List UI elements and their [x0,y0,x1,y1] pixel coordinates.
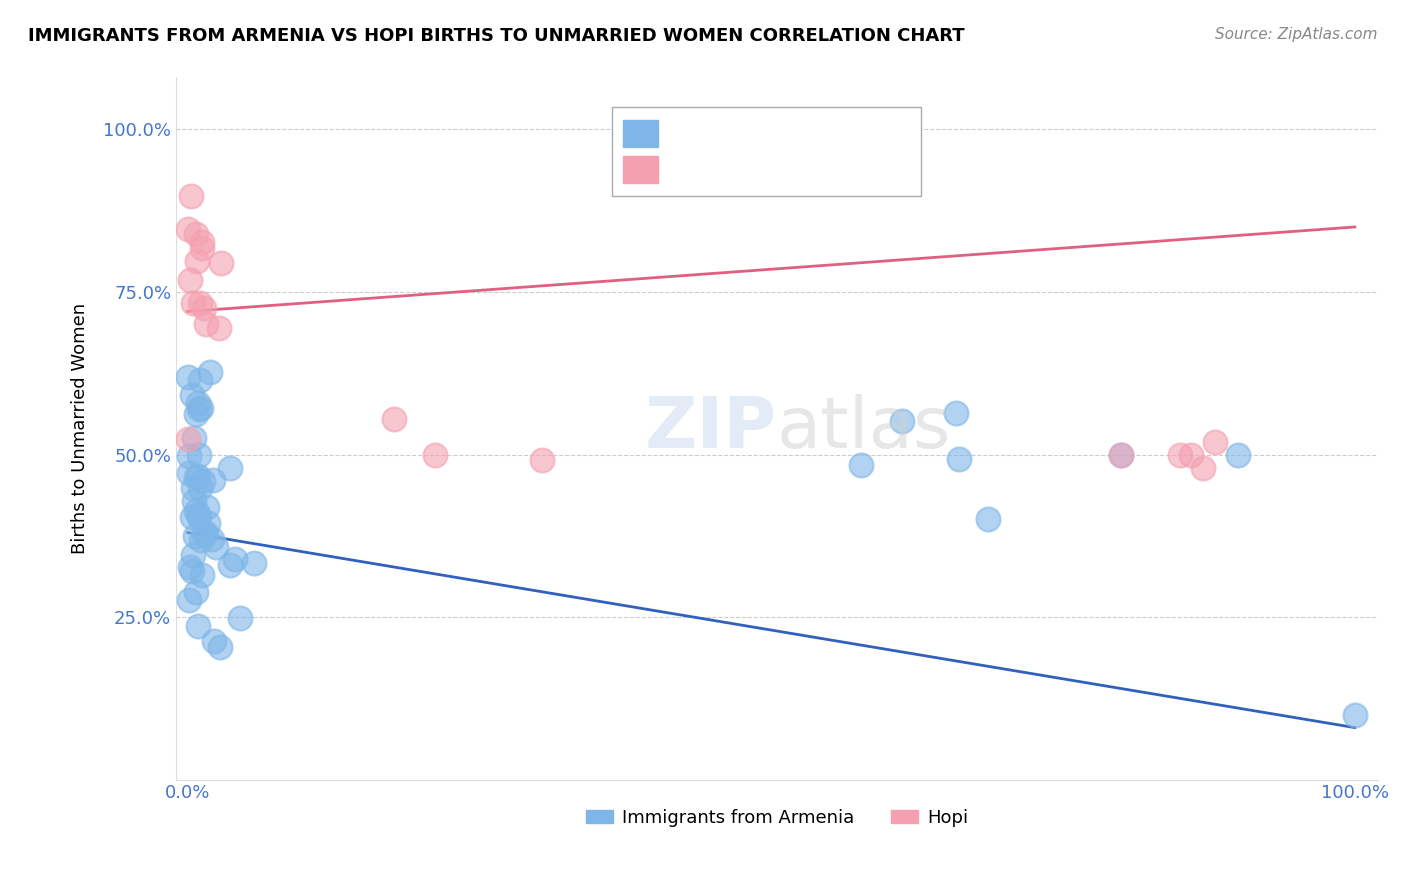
Point [188,448,211,462]
Legend: Immigrants from Armenia, Hopi: Immigrants from Armenia, Hopi [579,801,976,834]
Text: -0.324: -0.324 [703,123,768,141]
Point [177,370,200,384]
Text: Source: ZipAtlas.com: Source: ZipAtlas.com [1215,27,1378,42]
Point [224,551,246,566]
Text: N =: N = [763,123,815,141]
Point [180,188,202,202]
Point [188,510,211,524]
Text: R =: R = [665,159,704,177]
Point [181,564,204,578]
Point [977,511,1000,525]
Point [177,449,200,463]
Point [177,467,200,481]
Point [188,296,211,310]
Point [1344,707,1367,722]
Point [423,449,446,463]
Point [183,494,205,508]
Point [187,395,209,409]
Point [190,241,212,255]
Point [1111,448,1133,462]
Point [187,401,209,416]
Point [181,481,204,495]
Point [218,461,240,475]
Point [186,254,208,268]
Point [191,474,214,488]
Point [190,533,212,547]
Point [190,567,212,582]
Point [229,611,252,625]
Point [201,533,224,547]
Point [179,273,201,287]
Point [187,618,209,632]
Point [193,301,215,315]
Point [202,634,225,648]
Point [948,452,970,467]
Point [208,321,231,335]
Point [243,556,266,570]
Point [187,469,209,483]
Point [1180,448,1202,462]
Point [890,414,912,428]
Point [177,222,200,236]
Point [180,509,202,524]
Point [208,640,231,654]
Point [183,431,205,445]
Point [209,256,232,270]
Point [184,407,207,421]
Point [184,529,207,543]
Text: IMMIGRANTS FROM ARMENIA VS HOPI BIRTHS TO UNMARRIED WOMEN CORRELATION CHART: IMMIGRANTS FROM ARMENIA VS HOPI BIRTHS T… [28,27,965,45]
Point [186,227,208,241]
Text: atlas: atlas [778,394,952,463]
Text: 53: 53 [820,123,845,141]
Y-axis label: Births to Unmarried Women: Births to Unmarried Women [72,303,89,554]
Point [181,296,204,310]
Text: N =: N = [763,159,815,177]
Point [945,406,967,420]
Point [197,516,219,531]
Point [194,317,217,331]
Point [184,504,207,518]
Point [177,593,200,607]
Point [531,453,554,467]
Point [180,388,202,402]
Point [177,432,200,446]
Point [184,585,207,599]
Point [184,470,207,484]
Point [205,540,228,554]
Point [179,560,201,574]
Point [1204,434,1226,449]
Point [1168,448,1191,462]
Point [382,412,405,426]
Point [202,473,225,487]
Point [190,401,212,415]
Point [1227,448,1250,462]
Text: ZIP: ZIP [645,394,778,463]
Point [195,525,218,540]
Text: 22: 22 [820,159,845,177]
Point [187,508,209,522]
Point [1111,448,1133,462]
Text: 0.210: 0.210 [703,159,759,177]
Point [190,235,212,249]
Point [188,481,211,495]
Point [188,373,211,387]
Point [195,500,218,514]
Point [193,527,215,541]
Point [1192,460,1215,475]
Point [851,458,873,472]
Text: R =: R = [665,123,704,141]
Point [218,558,240,572]
Point [181,548,204,562]
Point [198,365,221,379]
